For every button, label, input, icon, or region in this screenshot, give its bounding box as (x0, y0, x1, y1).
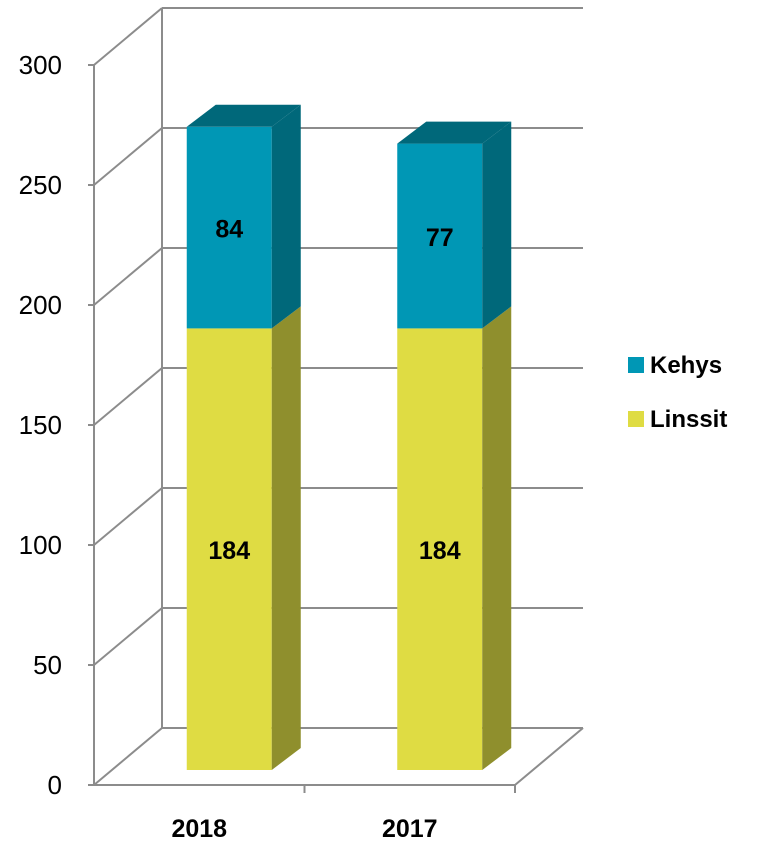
legend-swatch-linssit (628, 411, 644, 427)
legend-label-linssit: Linssit (650, 406, 727, 433)
axes: 0 50 100 150 200 250 300 2018 2017 (19, 50, 584, 842)
gridline-diagonal (93, 487, 163, 546)
x-category-label: 2018 (171, 815, 227, 842)
bar-segment-kehys (186, 126, 272, 329)
data-label-linssit: 184 (419, 537, 461, 565)
bar-top-kehys (186, 104, 301, 127)
y-tick-label: 150 (19, 410, 62, 440)
bar-side-kehys (482, 121, 512, 329)
gridline-diagonal (93, 127, 163, 186)
y-tick-label: 50 (33, 650, 62, 680)
bar-segment-kehys (397, 143, 483, 329)
y-tick-label: 200 (19, 290, 62, 320)
data-label-kehys: 77 (426, 224, 454, 252)
gridline-diagonal (93, 367, 163, 426)
data-label-linssit: 184 (208, 537, 250, 565)
gridline-diagonal (93, 607, 163, 666)
gridline-diagonal (93, 247, 163, 306)
y-tick-label: 250 (19, 170, 62, 200)
y-tick-label: 300 (19, 50, 62, 80)
floor-right-edge (514, 727, 584, 786)
legend-label-kehys: Kehys (650, 352, 722, 379)
y-tick-label: 0 (48, 770, 62, 800)
bars (186, 104, 512, 770)
bar-side-linssit (482, 306, 512, 770)
bar-side-linssit (271, 306, 301, 770)
bar-segment-linssit (186, 328, 272, 770)
data-labels: 184 84 184 77 (208, 216, 460, 566)
bar-top-kehys (397, 121, 512, 144)
gridline-diagonal (93, 7, 163, 66)
data-label-kehys: 84 (215, 216, 243, 244)
legend-swatch-kehys (628, 357, 644, 373)
bar-segment-linssit (397, 328, 483, 770)
gridline-diagonal (93, 727, 163, 786)
bar-side-kehys (271, 104, 301, 329)
x-category-label: 2017 (382, 815, 438, 842)
legend: Kehys Linssit (628, 352, 727, 433)
y-tick-label: 100 (19, 530, 62, 560)
